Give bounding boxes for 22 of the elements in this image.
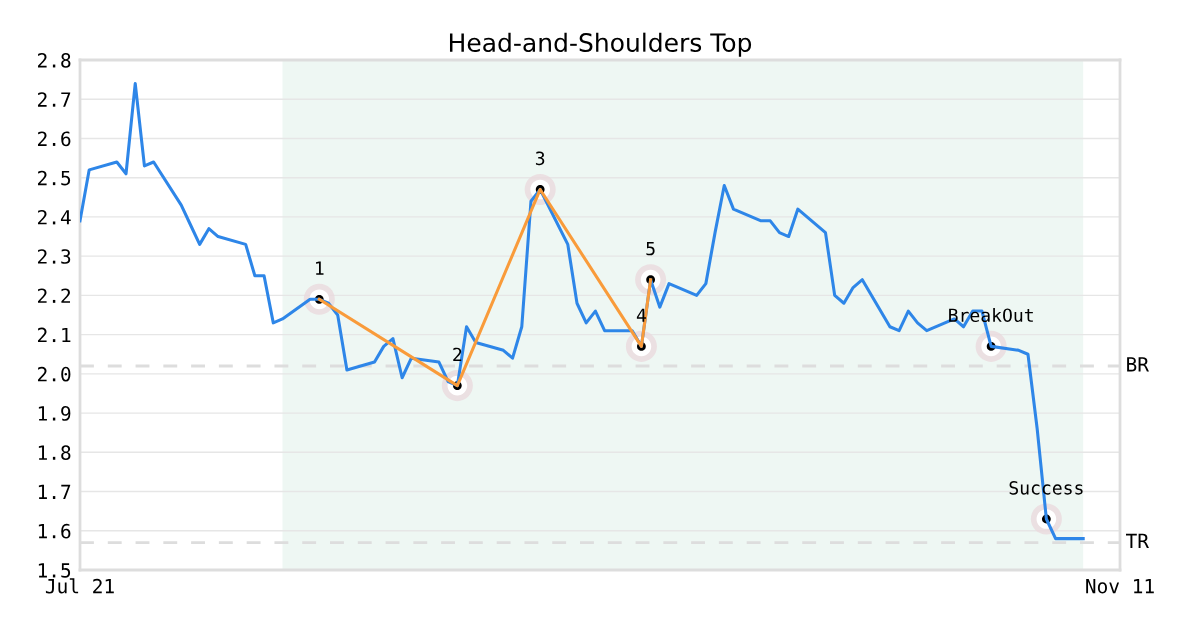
y-tick-label: 1.8 bbox=[38, 445, 71, 461]
y-tick-label: 1.5 bbox=[38, 563, 71, 578]
annotation: 3 bbox=[535, 151, 545, 166]
y-tick-label: 2.1 bbox=[37, 327, 71, 343]
x-tick-label: Nov 11 bbox=[1086, 579, 1154, 594]
chart-title: Head-and-Shoulders Top bbox=[449, 32, 752, 57]
y-tick-label: 2.2 bbox=[37, 288, 71, 303]
y-tick-label: 1.6 bbox=[38, 523, 71, 539]
y-tick-label: 2.5 bbox=[37, 170, 71, 186]
y-tick-label: 2.3 bbox=[37, 249, 71, 264]
y-tick-label: 2.6 bbox=[37, 131, 71, 147]
y-tick-label: 2.4 bbox=[37, 209, 71, 225]
ref-line-label: TR bbox=[1126, 533, 1149, 548]
ref-line-label: BR bbox=[1127, 357, 1149, 372]
x-tick-label: Jul 21 bbox=[45, 578, 114, 594]
annotation: 1 bbox=[316, 261, 324, 275]
y-tick-label: 2.0 bbox=[37, 366, 71, 382]
y-tick-label: 1.7 bbox=[38, 484, 71, 499]
y-tick-label: 1.9 bbox=[38, 406, 71, 421]
y-tick-label: 2.8 bbox=[37, 53, 71, 68]
y-tick-label: 2.7 bbox=[37, 92, 71, 107]
annotation: 5 bbox=[646, 241, 655, 256]
